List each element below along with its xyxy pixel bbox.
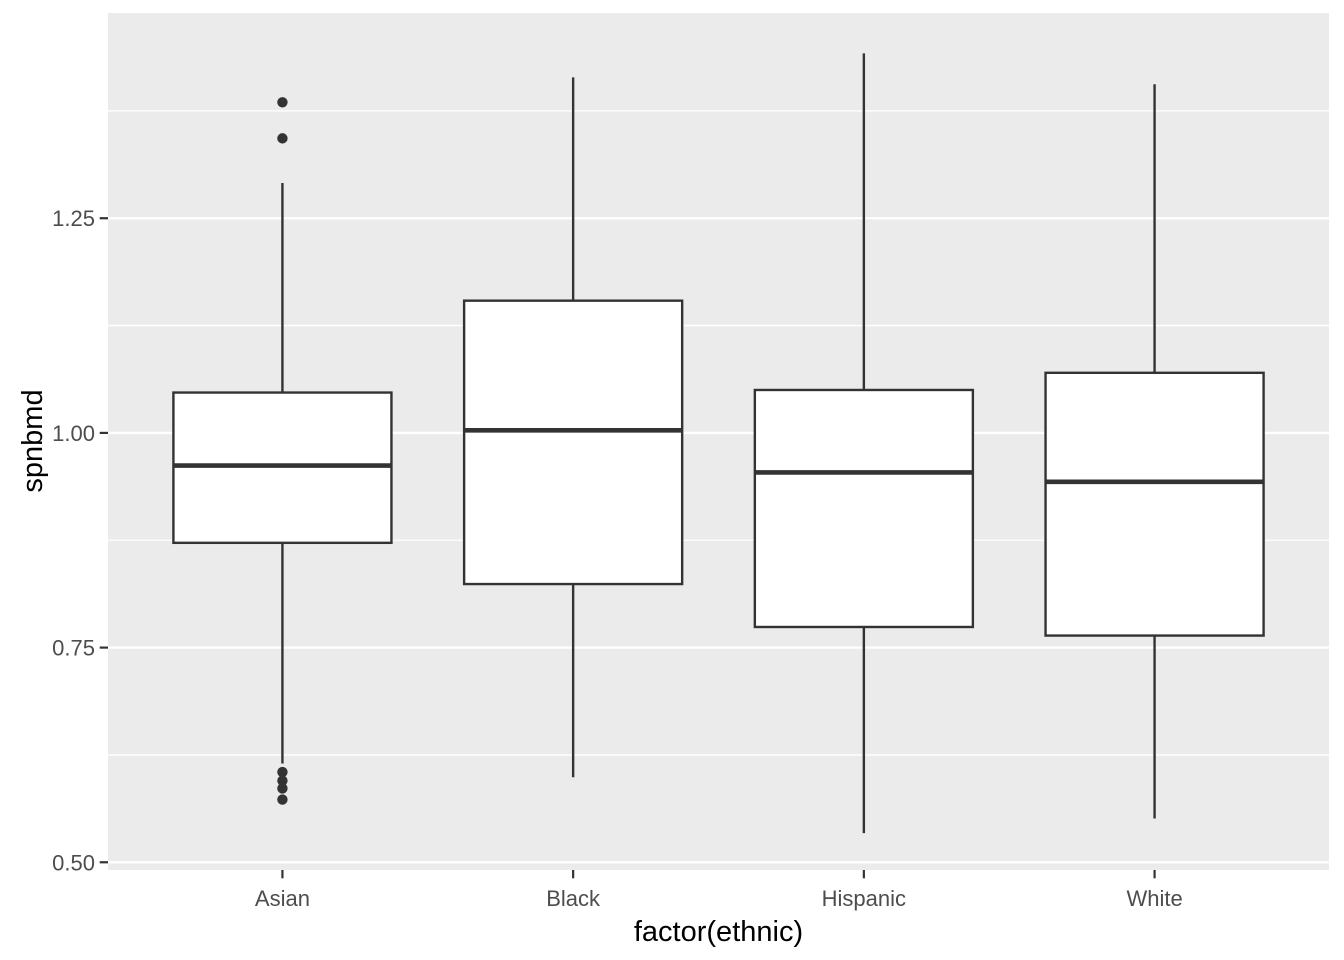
y-tick-label: 0.75: [52, 636, 95, 661]
y-axis-title: spnbmd: [17, 389, 49, 493]
outlier-point-asian: [277, 133, 288, 144]
x-tick-label: Black: [546, 886, 601, 911]
outlier-point-asian: [277, 766, 288, 778]
x-axis-title: factor(ethnic): [633, 916, 804, 948]
box-hispanic: [753, 388, 975, 629]
y-tick-label: 1.25: [52, 206, 95, 231]
x-tick-label: Hispanic: [822, 886, 906, 911]
y-tick-label: 1.00: [52, 421, 95, 446]
outlier-point-asian: [277, 783, 288, 794]
outlier-point-asian: [277, 775, 288, 786]
x-tick-label: Asian: [255, 886, 310, 911]
box-black: [462, 299, 684, 586]
outlier-point-asian: [277, 97, 288, 108]
x-tick-label: White: [1126, 886, 1182, 911]
outlier-point-asian: [277, 794, 288, 805]
y-tick-label: 0.50: [52, 850, 95, 875]
box-white: [1044, 371, 1265, 637]
